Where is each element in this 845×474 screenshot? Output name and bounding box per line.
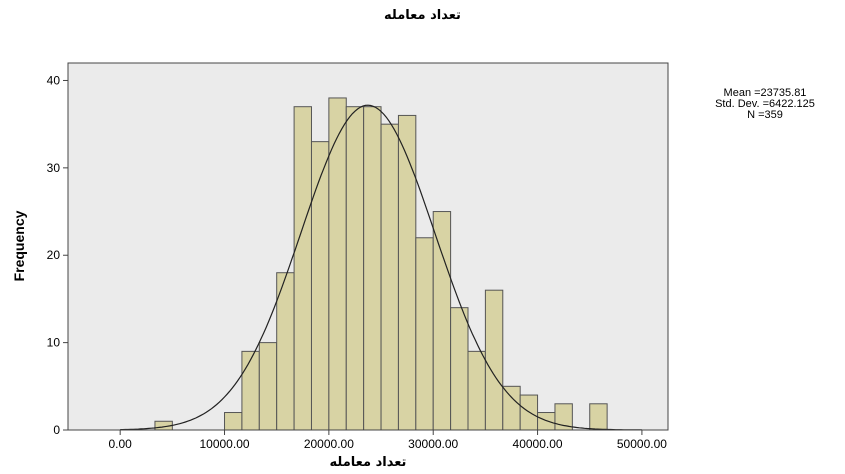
- histogram-bar: [276, 272, 295, 431]
- n-label: N =359: [747, 109, 783, 121]
- x-axis-label: تعداد معامله: [329, 455, 407, 470]
- y-tick-label: 40: [47, 73, 61, 87]
- sd-label: Std. Dev. =6422.125: [715, 98, 815, 110]
- x-tick-label: 30000.00: [408, 437, 458, 451]
- y-axis-label: Frequency: [11, 210, 27, 281]
- normal-curve: [120, 104, 642, 431]
- histogram-bar: [310, 141, 330, 431]
- histogram-bars: [154, 97, 608, 431]
- x-axis: 0.00 10000.00 20000.00 30000.00 40000.00 5000…: [68, 429, 668, 451]
- histogram-bar: [589, 403, 608, 431]
- histogram-bar: [328, 97, 347, 431]
- histogram-bar: [484, 289, 504, 431]
- mean-label: Mean =23735.81: [723, 87, 807, 99]
- y-tick-label: 0: [53, 423, 60, 437]
- y-tick-label: 20: [47, 248, 61, 262]
- histogram-bar: [537, 412, 556, 431]
- x-tick-label: 10000.00: [199, 437, 249, 451]
- histogram-bar: [450, 307, 469, 431]
- histogram-bar: [224, 412, 243, 431]
- y-tick-label: 30: [47, 161, 61, 175]
- histogram-bar: [345, 106, 365, 431]
- histogram-bar: [293, 106, 312, 431]
- histogram-bar: [397, 114, 417, 431]
- histogram-bar: [258, 342, 278, 431]
- histogram-bar: [415, 237, 434, 431]
- histogram-bar: [363, 106, 382, 431]
- histogram-bar: [502, 385, 521, 431]
- histogram-bar: [432, 211, 452, 431]
- x-tick-label: 20000.00: [304, 437, 354, 451]
- y-axis: 0 10 20 30 40: [47, 63, 69, 437]
- chart-title: تعداد معامله: [384, 8, 461, 23]
- x-tick-label: 40000.00: [513, 437, 563, 451]
- x-tick-label: 0.00: [108, 437, 132, 451]
- x-tick-label: 50000.00: [617, 437, 667, 451]
- histogram-bar: [241, 350, 260, 431]
- y-tick-label: 10: [47, 336, 61, 350]
- histogram-bar: [380, 123, 399, 431]
- histogram-bar: [467, 350, 486, 431]
- stats-legend: Mean =23735.81 Std. Dev. =6422.125 N =35…: [690, 88, 840, 121]
